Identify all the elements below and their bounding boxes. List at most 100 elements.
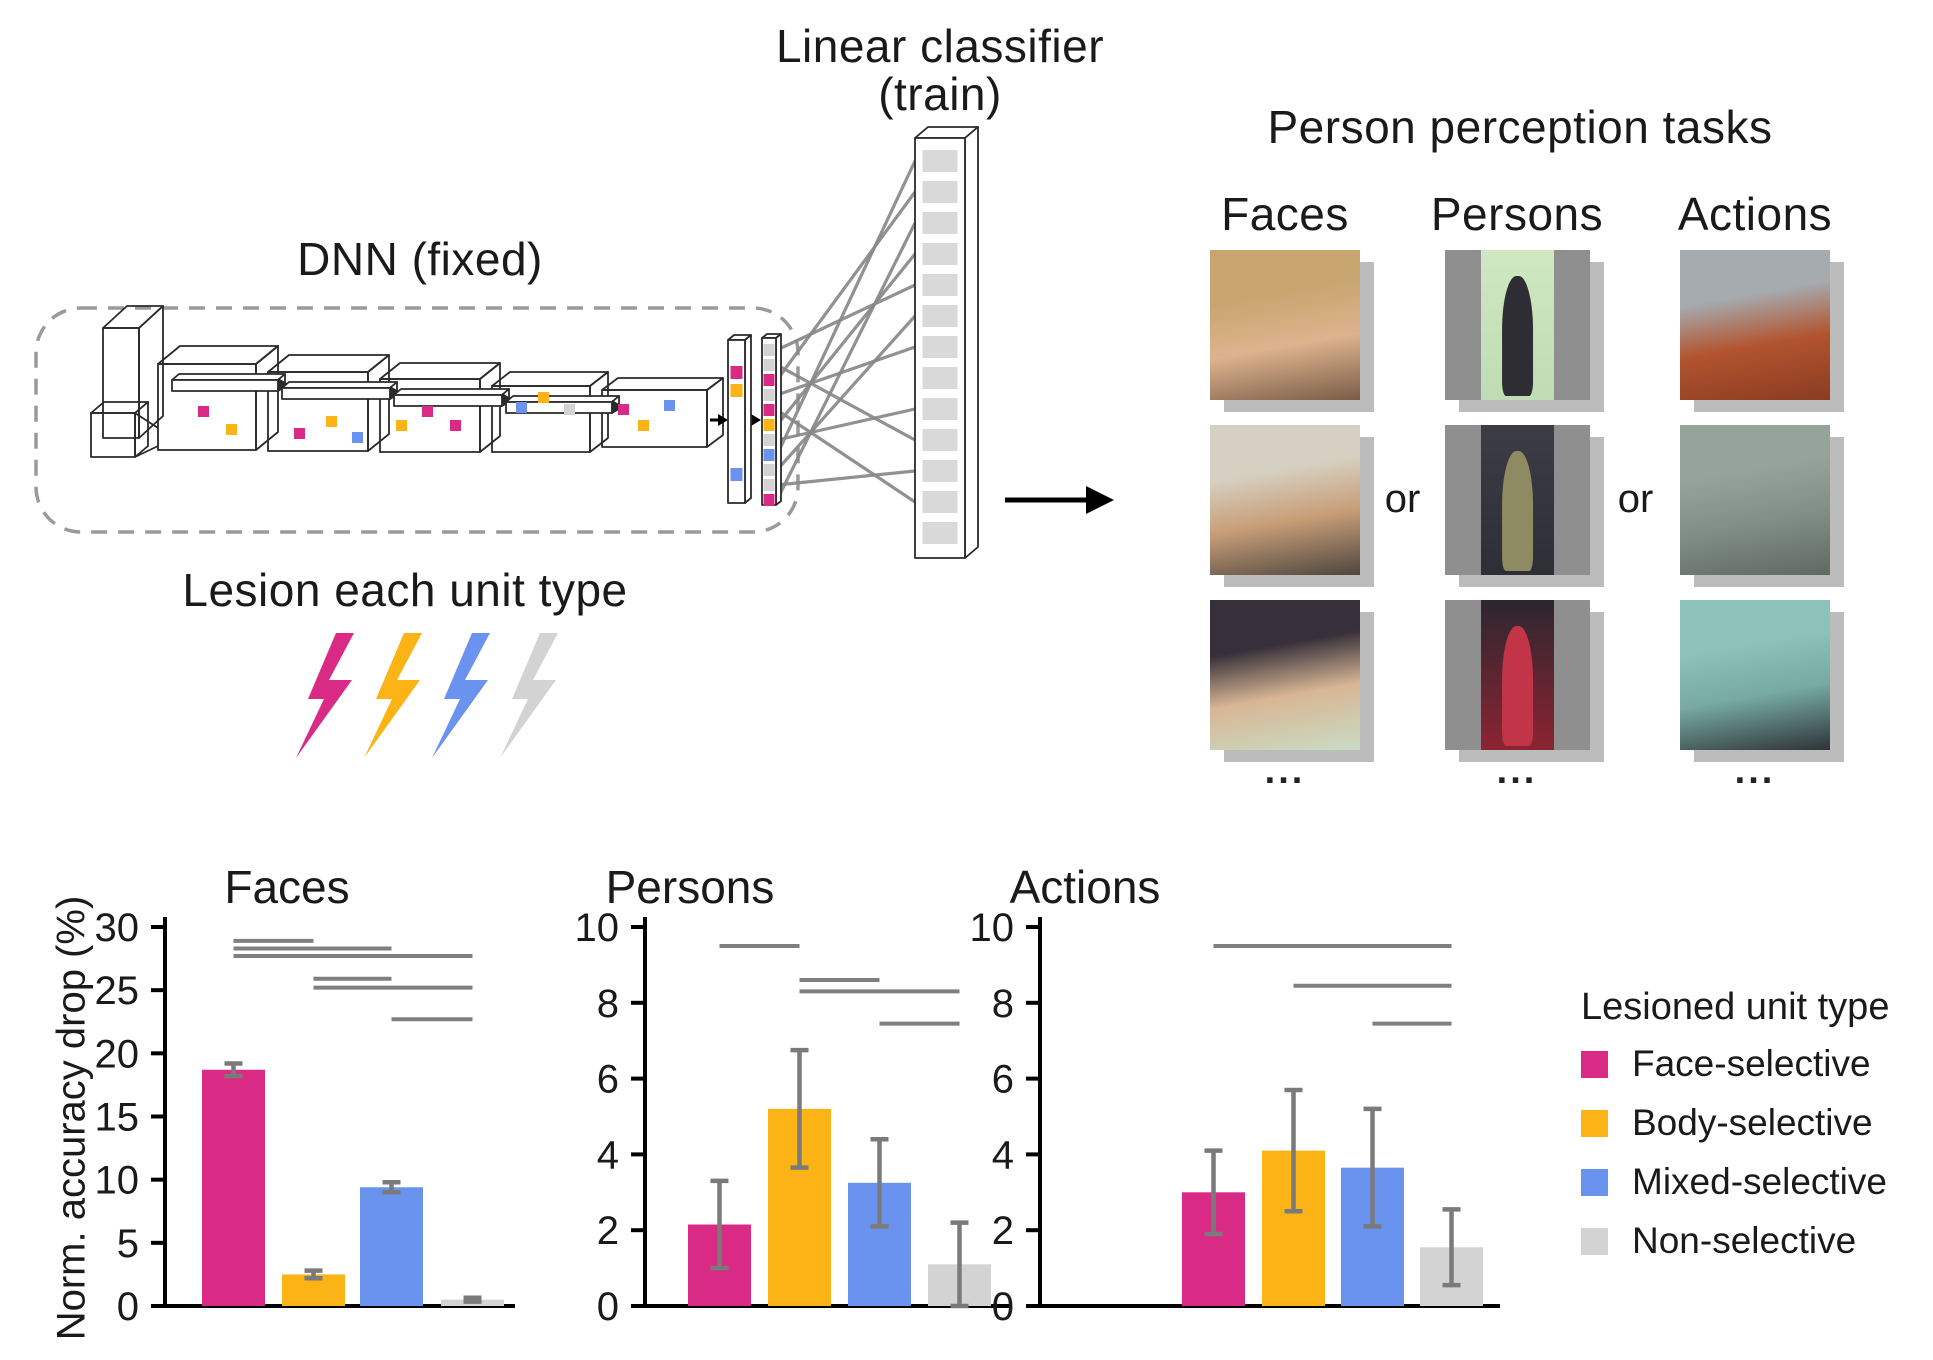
chart-legend: Lesioned unit type Face-selective Body-se… [1581,986,1921,1279]
unit-square-body-selective [326,416,337,427]
error-bar [710,1178,729,1271]
photo-image [1210,250,1360,400]
classifier-connection-line [776,363,916,442]
sliding-kernel-bar-2 [281,381,398,400]
classifier-cell [922,212,958,234]
bar-charts: Faces051015202530Persons0246810Actions02… [95,861,1500,1329]
vector2-cell-non-selective [763,464,775,476]
y-tick-label: 0 [597,1285,619,1329]
unit-square-non-selective [564,404,575,415]
unit-square-face-selective [450,420,461,431]
photo-image [1680,425,1830,575]
unit-square-face-selective [198,406,209,417]
y-tick-label: 4 [597,1133,619,1177]
flow-arrow-icon [1086,486,1114,514]
conv-block-5 [601,377,724,448]
vector2-cell-face-selective [763,404,775,416]
classifier-cell [922,522,958,544]
photo-male-face-long-hair [1210,600,1374,762]
input-volume-box [102,305,164,439]
person-silhouette [1501,450,1534,571]
classifier-connection-line [775,252,917,427]
classifier-cell [922,243,958,265]
y-tick-label: 20 [95,1032,140,1076]
y-tick-label: 0 [117,1285,139,1329]
tasks-header-faces: Faces [1221,188,1349,240]
unit-square-body-selective [538,392,549,403]
photo-image [1445,600,1590,750]
vector2-cell-non-selective [763,359,775,371]
classifier-connection-line [775,191,917,381]
sliding-kernel-bar-3 [393,388,510,407]
bar-faces-mixed-selective [360,1187,423,1306]
photo-male-face-brown-hair [1210,425,1374,587]
unit-square-body-selective [638,420,649,431]
error-bar [1363,1106,1382,1229]
charts-y-axis-label: Norm. accuracy drop (%) [49,895,94,1341]
chart-panel-persons: Persons 0 2 4 6 8 10 [575,861,1010,1329]
vector2-cell-face-selective [763,374,775,386]
y-tick-label: 2 [597,1209,619,1253]
vector2-cell-body-selective [763,419,775,431]
chart-panel-actions: Actions 0 2 4 6 8 10 [970,861,1500,1329]
lightning-bolt-icon-body-selective [364,633,422,758]
unit-square-body-selective [396,420,407,431]
error-bar [790,1047,809,1170]
legend-entry-body-selective: Body-selective [1581,1102,1921,1144]
unit-square-mixed-selective [516,402,527,413]
conv-block-4 [491,371,609,453]
feature-vector-1 [727,334,752,504]
unit-square-body-selective [226,424,237,435]
photo-image [1445,250,1590,400]
photo-rock-climber-on-wall [1680,425,1844,587]
ellipsis-faces: ... [1264,750,1306,792]
classifier-cell [922,181,958,203]
legend-label: Non-selective [1632,1220,1857,1261]
classifier-connection-line [776,407,916,442]
error-bar [382,1179,401,1195]
photo-woman-coat-dark-backdrop [1445,425,1604,587]
classifier-connection-line [775,160,917,456]
error-bar [1442,1207,1461,1288]
vector1-cell-face-selective [730,366,743,379]
dnn-pipeline-diagram [34,126,1114,758]
photo-man-suit-green-backdrop [1445,250,1604,412]
photo-image [1210,425,1360,575]
classifier-connection-line [776,408,916,504]
classifier-cell [922,367,958,389]
conv-block-2 [267,354,390,452]
y-tick-label: 15 [95,1096,140,1140]
error-bar [1284,1087,1303,1214]
bar-faces-face-selective [202,1069,265,1306]
tasks-header-actions: Actions [1677,188,1833,240]
classifier-cell [922,150,958,172]
legend-swatch [1581,1227,1608,1255]
dnn-dashed-container [34,306,800,534]
or-label-faces-persons: or [1384,477,1421,521]
classifier-cell [922,429,958,451]
error-bar [1204,1148,1223,1237]
kernel-arrow-tip [278,378,290,392]
tasks-title: Person perception tasks [1267,101,1773,153]
vector2-cell-non-selective [763,389,775,401]
legend-label: Mixed-selective [1632,1161,1887,1202]
conv-block-1 [157,345,279,451]
y-tick-label: 10 [575,906,620,950]
photo-image [1680,600,1830,750]
unit-square-mixed-selective [352,432,363,443]
flow-arrow-small-icon [718,414,728,426]
lesion-label: Lesion each unit type [182,564,628,616]
lightning-bolt-icon-face-selective [296,633,354,758]
sliding-kernel-bar-1 [171,373,286,392]
y-tick-label: 6 [597,1058,619,1102]
vector2-cell-non-selective [763,434,775,446]
photo-image [1680,250,1830,400]
unit-square-mixed-selective [664,400,675,411]
legend-swatch [1581,1050,1608,1078]
unit-square-face-selective [618,404,629,415]
y-tick-label: 25 [95,969,140,1013]
chart-panel-faces: Faces 0 5 10 15 20 25 30 [95,861,515,1329]
legend-entry-face-selective: Face-selective [1581,1043,1921,1085]
or-label-persons-actions: or [1617,477,1654,521]
